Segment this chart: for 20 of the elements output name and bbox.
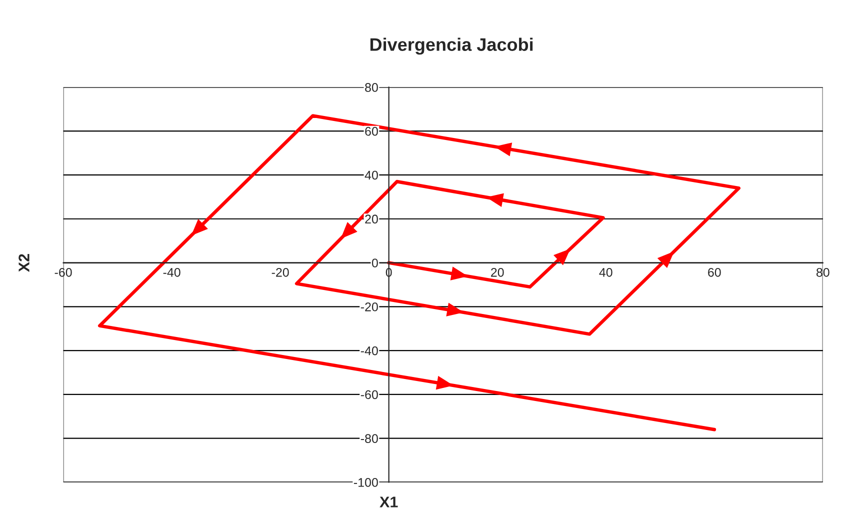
y-tick-label: 0 [372, 258, 378, 268]
y-axis-title: X2 [18, 254, 30, 272]
y-tick-label: -40 [360, 346, 378, 356]
y-tick-label: -60 [360, 390, 378, 400]
x-tick-label: 60 [708, 268, 721, 277]
y-tick-label: 80 [365, 83, 378, 92]
x-tick-label: 20 [491, 268, 504, 277]
y-tick-label: 60 [365, 126, 378, 136]
y-tick-label: -80 [360, 434, 378, 443]
line-series [98, 114, 740, 432]
y-tick-label: -100 [354, 478, 378, 487]
y-tick-label: -20 [360, 302, 378, 312]
y-tick-label: 20 [365, 214, 378, 224]
x-tick-label: 80 [816, 268, 830, 277]
x-tick-label: 40 [599, 268, 612, 277]
x-axis-title: X1 [380, 496, 398, 508]
y-tick-label: 40 [364, 170, 378, 180]
chart-title: Divergencia Jacobi [370, 38, 533, 55]
x-tick-label: -40 [163, 268, 180, 277]
x-tick-label: -20 [272, 268, 289, 277]
